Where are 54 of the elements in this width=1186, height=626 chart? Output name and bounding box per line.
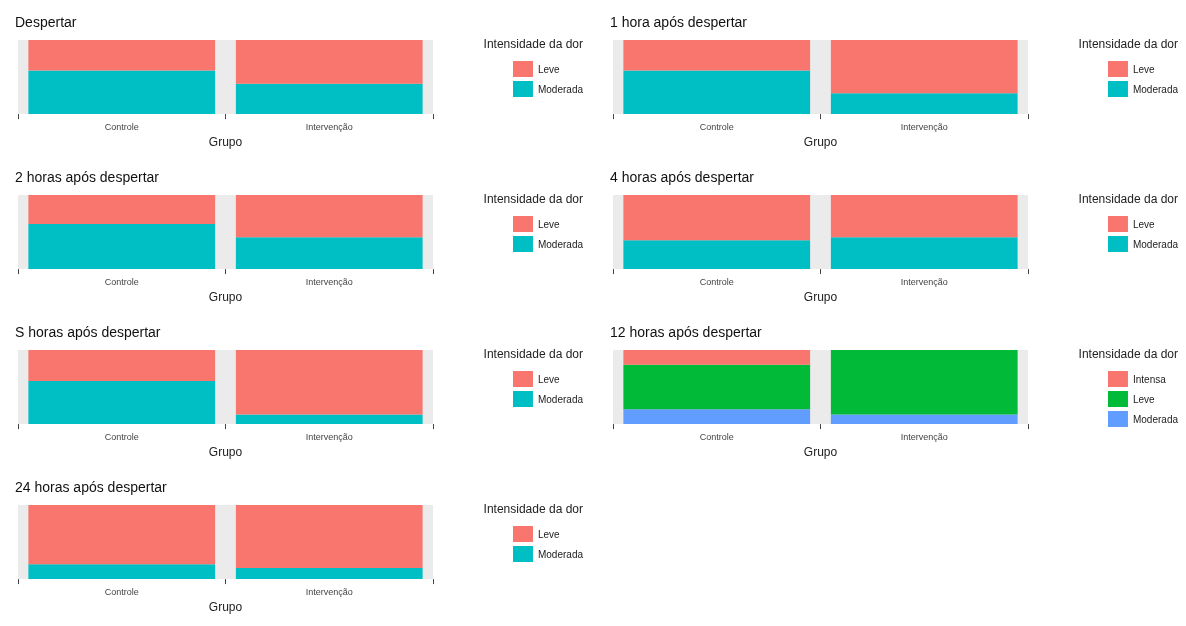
x-tick-label: Intervenção [305, 121, 353, 132]
chart-title: S horas após despertar [15, 324, 161, 340]
legend-label: Intensa [1132, 373, 1167, 385]
legend-label: Leve [1132, 218, 1156, 230]
bar [623, 409, 811, 425]
legend-title: Intensidade da dor [483, 37, 584, 51]
legend-label: Moderada [537, 83, 584, 95]
x-axis-title: Grupo [208, 600, 243, 614]
x-axis-title: Grupo [803, 445, 838, 459]
chart-title: 12 horas após despertar [610, 324, 763, 340]
legend-label: Moderada [537, 393, 584, 405]
x-tick-label: Controle [104, 121, 139, 132]
legend-label: Moderada [1132, 238, 1179, 250]
legend-label: Leve [537, 63, 561, 75]
x-axis-title: Grupo [803, 290, 838, 304]
chart-title: 2 horas após despertar [15, 169, 160, 185]
legend-label: Moderada [1132, 83, 1179, 95]
legend-label: Leve [1132, 393, 1156, 405]
x-tick-label: Intervenção [900, 121, 948, 132]
legend-label: Moderada [537, 238, 584, 250]
x-tick-label: Intervenção [305, 586, 353, 597]
x-axis-title: Grupo [803, 135, 838, 149]
legend-title: Intensidade da dor [483, 347, 584, 361]
bar [623, 364, 811, 410]
chart-title: Despertar [15, 14, 77, 30]
legend-title: Intensidade da dor [483, 502, 584, 516]
x-tick-label: Intervenção [305, 276, 353, 287]
legend-label: Moderada [537, 548, 584, 560]
legend-label: Leve [537, 218, 561, 230]
x-tick-label: Controle [104, 586, 139, 597]
legend-title: Intensidade da dor [1078, 347, 1179, 361]
legend-label: Leve [1132, 63, 1156, 75]
x-tick-label: Intervenção [305, 431, 353, 442]
legend-title: Intensidade da dor [1078, 192, 1179, 206]
x-tick-label: Intervenção [900, 276, 948, 287]
x-tick-label: Intervenção [900, 431, 948, 442]
x-tick-label: Controle [104, 276, 139, 287]
x-tick-label: Controle [699, 431, 734, 442]
x-tick-label: Controle [699, 121, 734, 132]
legend-label: Moderada [1132, 413, 1179, 425]
x-axis-title: Grupo [208, 135, 243, 149]
bar [623, 350, 811, 365]
x-tick-label: Controle [104, 431, 139, 442]
x-axis-title: Grupo [208, 290, 243, 304]
chart-title: 4 horas após despertar [610, 169, 755, 185]
x-axis-title: Grupo [208, 445, 243, 459]
legend-title: Intensidade da dor [483, 192, 584, 206]
bar [830, 414, 1018, 425]
chart-title: 1 hora após despertar [610, 14, 748, 30]
legend-title: Intensidade da dor [1078, 37, 1179, 51]
legend-label: Leve [537, 528, 561, 540]
legend-label: Leve [537, 373, 561, 385]
x-tick-label: Controle [699, 276, 734, 287]
chart-title: 24 horas após despertar [15, 479, 168, 495]
